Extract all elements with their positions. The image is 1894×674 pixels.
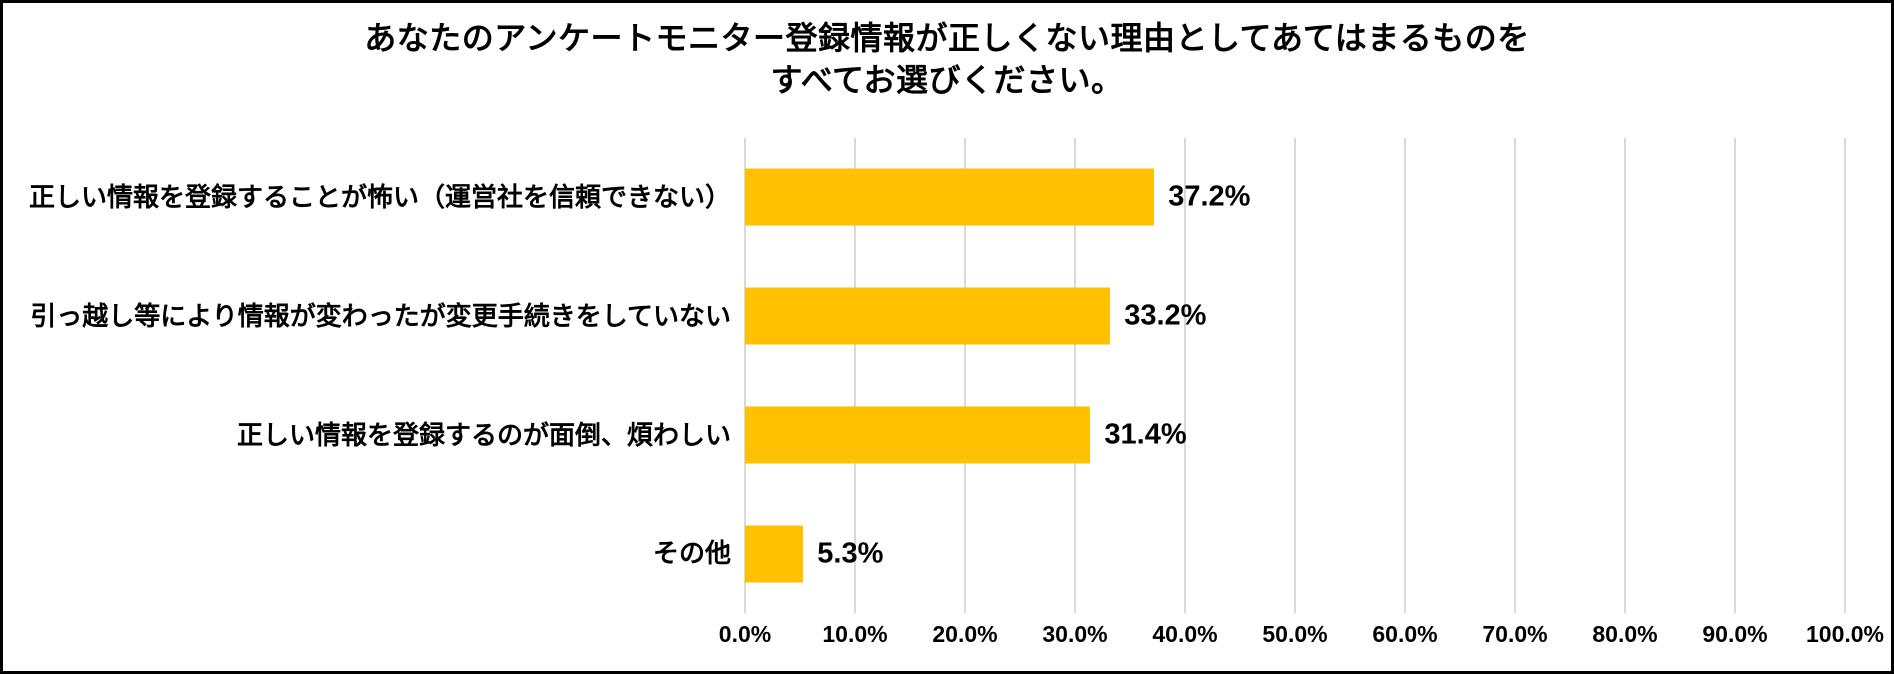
category-label: 正しい情報を登録することが怖い（運営社を信頼できない） bbox=[28, 182, 731, 213]
chart-title-line1: あなたのアンケートモニター登録情報が正しくない理由としてあてはまるものを bbox=[364, 20, 1530, 56]
bar-track: 31.4% bbox=[745, 376, 1845, 495]
chart-title: あなたのアンケートモニター登録情報が正しくない理由としてあてはまるものを すべて… bbox=[3, 17, 1891, 101]
x-axis-tick-label: 20.0% bbox=[932, 621, 998, 647]
bar-row: 正しい情報を登録することが怖い（運営社を信頼できない） 37.2% bbox=[3, 138, 1845, 257]
x-axis-tick-label: 10.0% bbox=[822, 621, 888, 647]
bar bbox=[745, 287, 1111, 345]
bar-track: 33.2% bbox=[745, 257, 1845, 376]
gridline bbox=[1734, 138, 1736, 613]
bar-row: 引っ越し等により情報が変わったが変更手続きをしていない 33.2% bbox=[3, 257, 1845, 376]
gridline bbox=[744, 138, 746, 613]
x-axis-tick-label: 50.0% bbox=[1262, 621, 1328, 647]
bar-row: その他 5.3% bbox=[3, 494, 1845, 613]
bar-row: 正しい情報を登録するのが面倒、煩わしい 31.4% bbox=[3, 376, 1845, 495]
x-axis-tick-label: 30.0% bbox=[1042, 621, 1108, 647]
category-label: 引っ越し等により情報が変わったが変更手続きをしていない bbox=[30, 300, 731, 331]
gridline bbox=[1184, 138, 1186, 613]
category-label: その他 bbox=[652, 538, 731, 569]
x-axis-tick-label: 40.0% bbox=[1152, 621, 1218, 647]
chart-title-line2: すべてお選びください。 bbox=[770, 62, 1124, 98]
gridline bbox=[854, 138, 856, 613]
bar-track: 5.3% bbox=[745, 494, 1845, 613]
gridline bbox=[1624, 138, 1626, 613]
value-label: 31.4% bbox=[1104, 418, 1187, 451]
x-axis-tick-label: 0.0% bbox=[718, 621, 772, 647]
bar bbox=[745, 406, 1091, 464]
gridline bbox=[1404, 138, 1406, 613]
gridline bbox=[1294, 138, 1296, 613]
value-label: 37.2% bbox=[1168, 180, 1251, 213]
x-axis-tick-label: 60.0% bbox=[1372, 621, 1438, 647]
value-label: 5.3% bbox=[817, 537, 884, 570]
gridline bbox=[1514, 138, 1516, 613]
category-label: 正しい情報を登録するのが面倒、煩わしい bbox=[236, 419, 731, 450]
x-axis-tick-label: 90.0% bbox=[1702, 621, 1768, 647]
bar bbox=[745, 168, 1155, 226]
value-label: 33.2% bbox=[1124, 299, 1207, 332]
bar-track: 37.2% bbox=[745, 138, 1845, 257]
gridline bbox=[964, 138, 966, 613]
bar bbox=[745, 525, 804, 583]
gridline bbox=[1074, 138, 1076, 613]
gridline bbox=[1844, 138, 1846, 613]
plot-area bbox=[744, 138, 1846, 613]
x-axis: 0.0% 10.0% 20.0% 30.0% 40.0% 50.0% 60.0% 70.0% 8… bbox=[719, 621, 1884, 655]
x-axis-tick-label: 70.0% bbox=[1482, 621, 1548, 647]
x-axis-tick-label: 80.0% bbox=[1592, 621, 1658, 647]
bar-rows: 正しい情報を登録することが怖い（運営社を信頼できない） 37.2% 引っ越し等により… bbox=[3, 138, 1845, 613]
x-axis-tick-label: 100.0% bbox=[1805, 621, 1885, 647]
